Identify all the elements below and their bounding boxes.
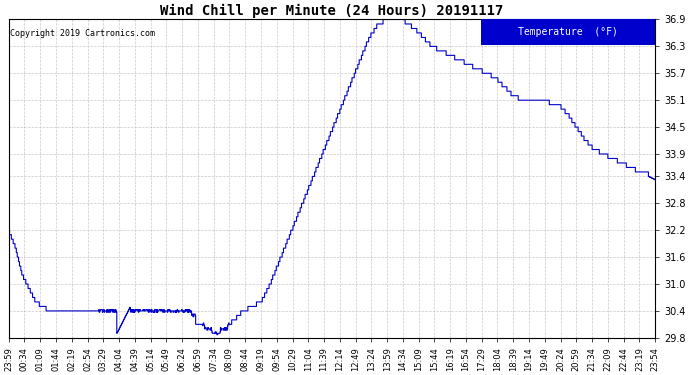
Title: Wind Chill per Minute (24 Hours) 20191117: Wind Chill per Minute (24 Hours) 2019111… <box>160 4 504 18</box>
Text: Copyright 2019 Cartronics.com: Copyright 2019 Cartronics.com <box>10 29 155 38</box>
